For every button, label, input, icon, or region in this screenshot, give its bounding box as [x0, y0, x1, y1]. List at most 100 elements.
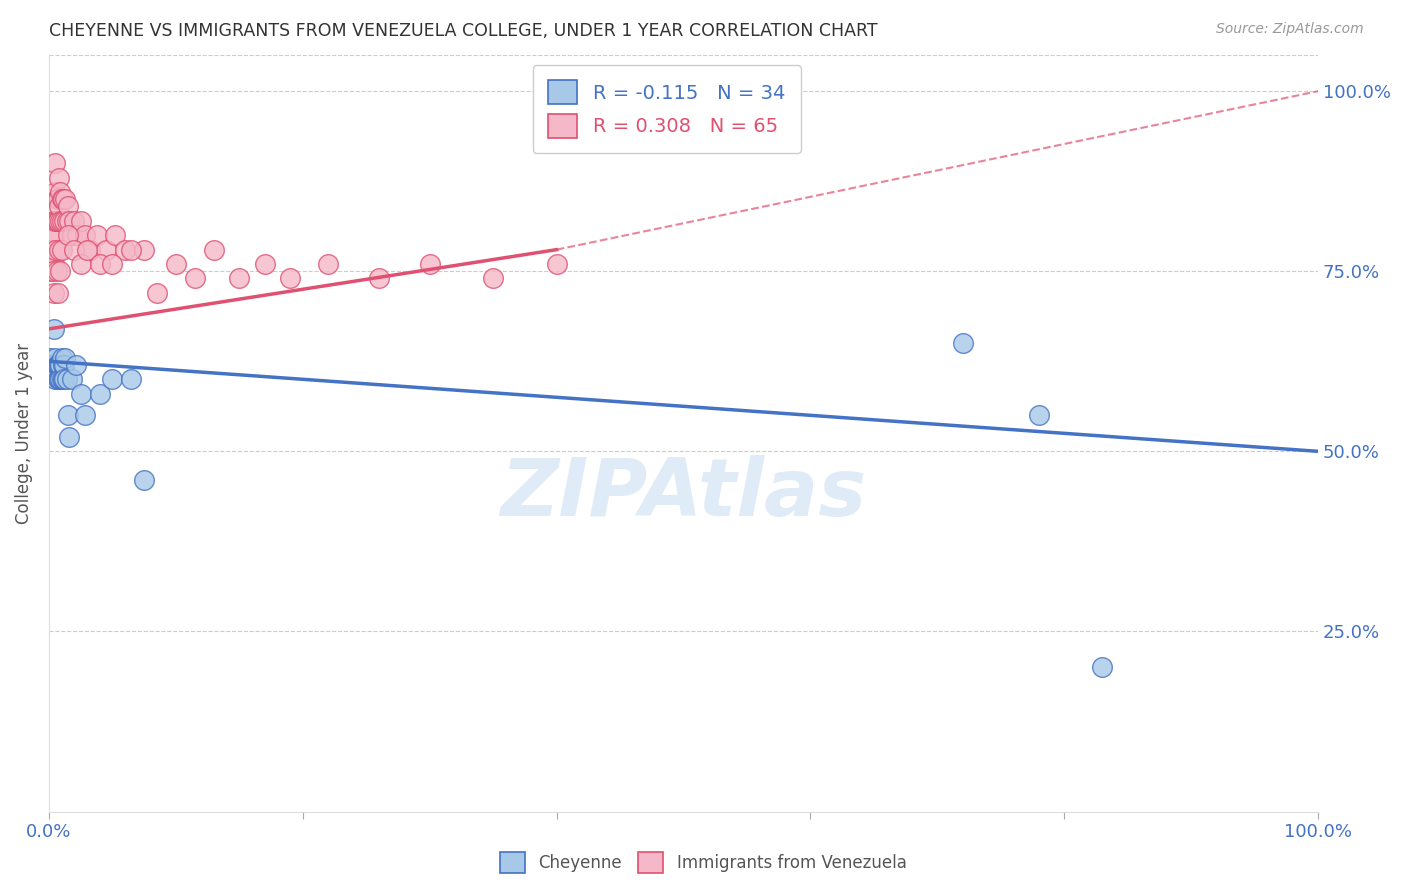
Legend: Cheyenne, Immigrants from Venezuela: Cheyenne, Immigrants from Venezuela	[494, 846, 912, 880]
Point	[48, 243, 70, 257]
Point	[146, 285, 169, 300]
Point	[44, 214, 66, 228]
Point	[48, 372, 70, 386]
Point	[49, 214, 72, 228]
Point	[368, 271, 391, 285]
Point	[49, 185, 72, 199]
Point	[94, 243, 117, 257]
Point	[58, 214, 80, 228]
Text: Source: ZipAtlas.com: Source: ZipAtlas.com	[1216, 22, 1364, 37]
Point	[56, 228, 79, 243]
Point	[48, 358, 70, 372]
Point	[69, 257, 91, 271]
Point	[228, 271, 250, 285]
Point	[121, 243, 143, 257]
Point	[51, 192, 73, 206]
Point	[89, 386, 111, 401]
Point	[53, 214, 76, 228]
Point	[89, 257, 111, 271]
Point	[1028, 409, 1050, 423]
Point	[44, 156, 66, 170]
Point	[101, 257, 124, 271]
Point	[101, 372, 124, 386]
Point	[44, 351, 66, 365]
Point	[316, 257, 339, 271]
Point	[51, 372, 73, 386]
Point	[482, 271, 505, 285]
Point	[55, 351, 77, 365]
Point	[53, 372, 76, 386]
Point	[278, 271, 301, 285]
Point	[184, 271, 207, 285]
Point	[44, 243, 66, 257]
Point	[45, 264, 67, 278]
Point	[121, 372, 143, 386]
Point	[134, 473, 156, 487]
Point	[60, 372, 83, 386]
Point	[73, 228, 96, 243]
Point	[44, 185, 66, 199]
Point	[86, 228, 108, 243]
Point	[45, 214, 67, 228]
Point	[52, 372, 75, 386]
Point	[69, 386, 91, 401]
Point	[76, 243, 98, 257]
Point	[45, 358, 67, 372]
Point	[55, 214, 77, 228]
Point	[46, 358, 69, 372]
Point	[419, 257, 441, 271]
Point	[52, 192, 75, 206]
Point	[104, 228, 127, 243]
Point	[41, 257, 63, 271]
Point	[58, 430, 80, 444]
Point	[51, 351, 73, 365]
Point	[253, 257, 276, 271]
Point	[114, 243, 136, 257]
Point	[56, 199, 79, 213]
Point	[42, 322, 65, 336]
Point	[42, 285, 65, 300]
Point	[42, 358, 65, 372]
Point	[55, 192, 77, 206]
Point	[53, 358, 76, 372]
Point	[48, 170, 70, 185]
Point	[51, 243, 73, 257]
Point	[63, 243, 86, 257]
Point	[39, 243, 62, 257]
Point	[46, 285, 69, 300]
Point	[65, 358, 87, 372]
Point	[165, 257, 187, 271]
Point	[44, 372, 66, 386]
Point	[79, 243, 101, 257]
Point	[41, 358, 63, 372]
Point	[60, 228, 83, 243]
Point	[42, 264, 65, 278]
Y-axis label: College, Under 1 year: College, Under 1 year	[15, 343, 32, 524]
Point	[42, 257, 65, 271]
Point	[41, 228, 63, 243]
Point	[66, 228, 89, 243]
Point	[134, 243, 156, 257]
Point	[48, 199, 70, 213]
Point	[46, 372, 69, 386]
Point	[63, 214, 86, 228]
Point	[202, 243, 225, 257]
Point	[39, 264, 62, 278]
Point	[49, 372, 72, 386]
Point	[42, 214, 65, 228]
Point	[46, 214, 69, 228]
Point	[1091, 660, 1114, 674]
Point	[52, 358, 75, 372]
Point	[55, 372, 77, 386]
Text: ZIPAtlas: ZIPAtlas	[501, 455, 866, 533]
Point	[49, 264, 72, 278]
Point	[69, 214, 91, 228]
Point	[42, 243, 65, 257]
Point	[42, 228, 65, 243]
Point	[952, 336, 974, 351]
Legend: R = -0.115   N = 34, R = 0.308   N = 65: R = -0.115 N = 34, R = 0.308 N = 65	[533, 65, 801, 153]
Point	[51, 214, 73, 228]
Point	[49, 358, 72, 372]
Point	[39, 351, 62, 365]
Point	[73, 409, 96, 423]
